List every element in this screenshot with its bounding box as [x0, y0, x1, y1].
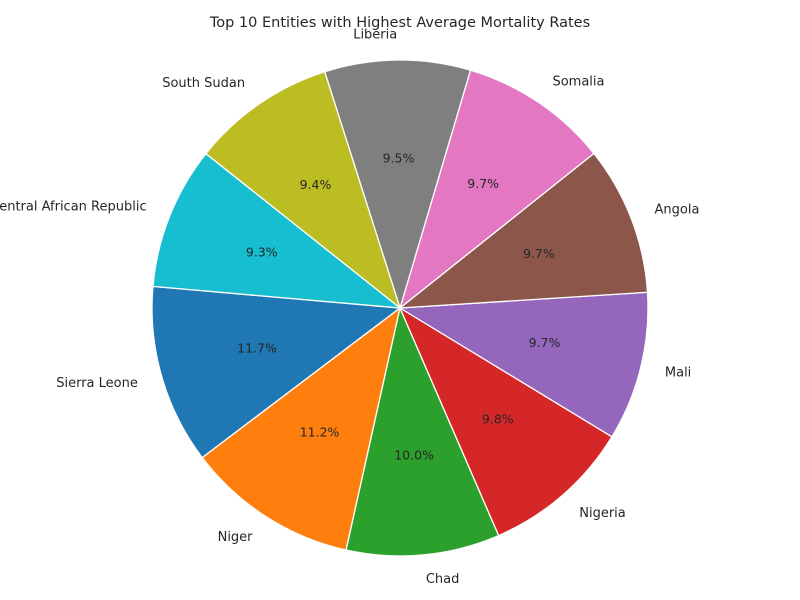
- percent-label-liberia: 9.5%: [383, 151, 415, 166]
- slice-label-liberia: Liberia: [353, 28, 397, 43]
- pie-slice-sierra-leone: [151, 285, 402, 459]
- pie-slices: [151, 59, 649, 557]
- chart-title: Top 10 Entities with Highest Average Mor…: [209, 15, 590, 31]
- percent-label-angola: 9.7%: [523, 246, 555, 261]
- slice-label-south-sudan: South Sudan: [162, 76, 245, 91]
- pie-slice-mali: [397, 291, 649, 438]
- slice-label-sierra-leone: Sierra Leone: [56, 376, 138, 391]
- percent-label-niger: 11.2%: [300, 425, 340, 440]
- slice-label-somalia: Somalia: [552, 74, 604, 89]
- slice-label-nigeria: Nigeria: [579, 506, 626, 521]
- pie-slice-angola: [397, 152, 649, 309]
- pie-slice-nigeria: [398, 306, 613, 537]
- percent-label-south-sudan: 9.4%: [300, 177, 332, 192]
- slice-labels: Sierra Leone Niger Chad Nigeria Mali Angola So…: [0, 28, 699, 587]
- slice-label-niger: Niger: [218, 530, 254, 545]
- percent-label-somalia: 9.7%: [467, 176, 499, 191]
- pie-slice-niger: [201, 306, 402, 551]
- percent-label-chad: 10.0%: [394, 448, 434, 463]
- pie-slice-somalia: [398, 69, 595, 310]
- slice-label-angola: Angola: [655, 202, 700, 217]
- pie-slice-chad: [345, 305, 500, 557]
- percent-label-sierra-leone: 11.7%: [237, 341, 277, 356]
- slice-label-chad: Chad: [426, 572, 460, 587]
- slice-label-mali: Mali: [665, 366, 691, 381]
- percent-label-central-african-republic: 9.3%: [246, 244, 278, 259]
- pie-slice-south-sudan: [204, 70, 402, 310]
- slice-label-central-african-republic: Central African Republic: [0, 199, 147, 214]
- percent-labels: 11.7% 11.2% 10.0% 9.8% 9.7% 9.7% 9.7% 9.5% 9.4% 9…: [237, 151, 560, 463]
- pie-slice-central-african-republic: [152, 152, 403, 309]
- percent-label-nigeria: 9.8%: [482, 412, 514, 427]
- pie-slice-liberia: [323, 59, 472, 311]
- percent-label-mali: 9.7%: [529, 335, 561, 350]
